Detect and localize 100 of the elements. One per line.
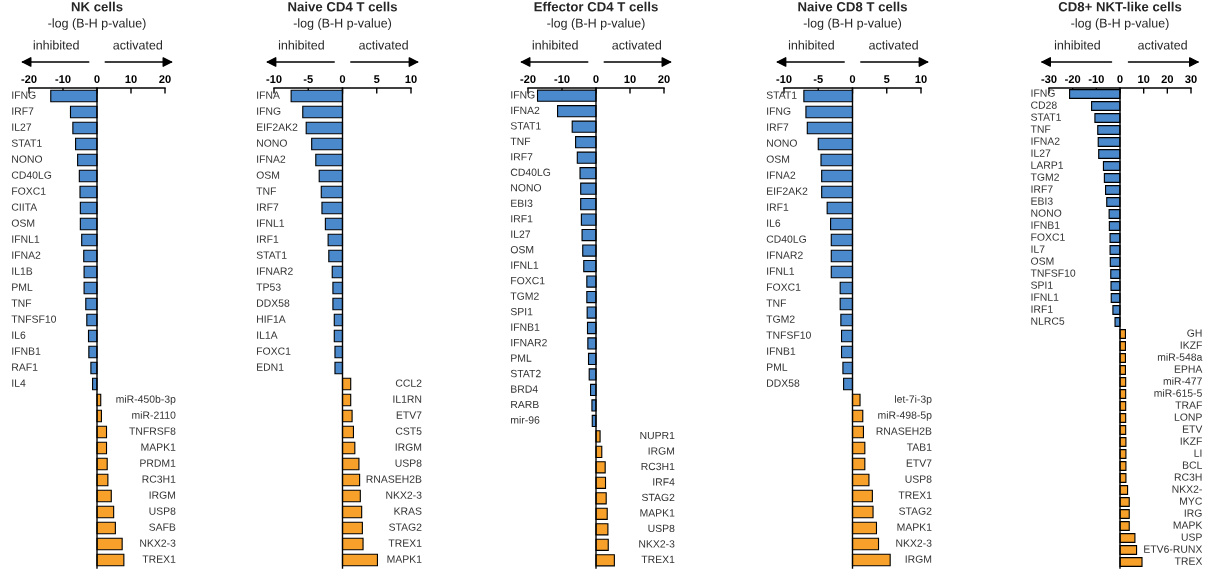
y-tick-label: TREX1 <box>641 555 675 563</box>
text: activated <box>1138 40 1187 50</box>
y-tick-label: FOXC1 <box>1031 233 1065 241</box>
y-tick-label: NLRC5 <box>1031 317 1065 325</box>
y-tick-label: IL4 <box>12 379 26 387</box>
y-tick-label: IRGM <box>395 443 422 451</box>
x-tick-label: 20 <box>658 75 670 84</box>
y-tick-label: IRGM <box>149 491 176 499</box>
text: activated <box>359 40 408 50</box>
x-tick-label: -30 <box>1041 75 1057 84</box>
y-tick-label: OSM <box>11 219 35 227</box>
y-tick-label: IRF7 <box>1031 185 1053 193</box>
y-tick-label: OSM <box>1031 257 1054 265</box>
y-tick-label: miR-615-5 <box>1154 389 1202 397</box>
y-tick-label: TNFRSF8 <box>129 427 176 435</box>
y-tick-label: NKX2-3 <box>386 491 422 499</box>
x-tick-label: 30 <box>1185 75 1197 84</box>
y-tick-label: NONO <box>1031 209 1062 217</box>
y-tick-label: miR-498-5p <box>878 411 932 421</box>
y-tick-label: ETV <box>1182 425 1203 433</box>
y-tick-label: ETV6-RUNX <box>1144 545 1203 553</box>
y-tick-label: TGM2 <box>510 292 539 300</box>
y-tick-label: LI <box>1194 449 1202 457</box>
x-tick-label: -10 <box>55 75 71 84</box>
y-tick-label: STAT1 <box>510 122 541 130</box>
y-tick-label: EBI3 <box>1031 197 1053 205</box>
y-tick-label: BCL <box>1182 461 1203 469</box>
y-tick-label: MAPK1 <box>897 523 932 531</box>
x-tick-label: -10 <box>266 75 282 84</box>
y-tick-label: DDX58 <box>257 299 290 307</box>
y-tick-label: IFNA <box>257 91 280 99</box>
y-tick-label: IRF7 <box>511 153 533 161</box>
y-tick-label: EBI3 <box>511 199 533 207</box>
y-tick-label: IRGM <box>648 447 675 455</box>
y-tick-label: MAPK <box>1173 521 1203 529</box>
y-tick-label: IKZF <box>1180 437 1202 445</box>
y-tick-label: NONO <box>12 155 43 163</box>
y-tick-label: IFNG <box>257 107 281 115</box>
y-tick-label: RC3H <box>1174 473 1202 481</box>
y-tick-label: IRG <box>1184 509 1202 517</box>
text: activated <box>113 40 163 50</box>
y-tick-label: FOXC1 <box>767 283 801 291</box>
text: inhibited <box>788 40 834 50</box>
x-tick-label: -20 <box>520 75 536 84</box>
text: inhibited <box>33 40 79 50</box>
y-tick-label: IFNA2 <box>511 106 540 114</box>
y-tick-label: miR-477 <box>1163 377 1202 385</box>
y-tick-label: IFNAR2 <box>257 267 293 275</box>
y-tick-label: MYC <box>1180 497 1202 505</box>
y-tick-label: TNFSF10 <box>11 315 57 323</box>
y-tick-label: LONP <box>1174 413 1202 421</box>
y-tick-label: IL27 <box>1031 149 1051 157</box>
y-tick-label: IRGM <box>905 555 932 563</box>
y-tick-label: IFNL1 <box>12 235 40 243</box>
y-tick-label: CIITA <box>11 203 38 211</box>
y-tick-label: TNFSF10 <box>766 331 811 339</box>
y-tick-label: MAPK1 <box>387 555 422 563</box>
y-tick-label: IRF4 <box>653 478 675 486</box>
y-tick-label: EIF2AK2 <box>257 123 298 131</box>
y-tick-label: RNASEH2B <box>366 475 422 483</box>
y-tick-label: NONO <box>511 184 542 192</box>
y-tick-label: TNF <box>256 187 277 195</box>
x-tick-label: 0 <box>849 75 856 84</box>
y-tick-label: STAG2 <box>641 493 675 502</box>
y-tick-label: IL6 <box>12 331 26 339</box>
y-tick-label: OSM <box>766 155 790 163</box>
y-tick-label: EPHA <box>1174 365 1203 373</box>
y-tick-label: ETV7 <box>396 411 422 419</box>
y-tick-label: OSM <box>510 246 534 254</box>
text: inhibited <box>278 40 324 50</box>
y-tick-label: IL1A <box>257 331 278 339</box>
y-tick-label: PRDM1 <box>140 459 176 467</box>
x-tick-label: -5 <box>813 75 823 84</box>
x-tick-label: 20 <box>1161 75 1174 84</box>
x-tick-label: 10 <box>915 75 927 84</box>
y-tick-label: STAT1 <box>11 139 42 147</box>
y-tick-label: SPI1 <box>510 307 533 316</box>
x-tick-label: 5 <box>884 75 890 84</box>
y-tick-label: CD40LG <box>11 171 52 179</box>
x-tick-label: -20 <box>21 75 37 84</box>
y-tick-label: USP8 <box>395 459 422 467</box>
y-tick-label: IFNA2 <box>257 155 286 163</box>
x-tick-label: -10 <box>1088 75 1104 84</box>
y-tick-label: IFNB1 <box>511 323 540 331</box>
y-tick-label: IL7 <box>1031 245 1045 253</box>
y-tick-label: STAG2 <box>899 507 932 515</box>
x-tick-label: -5 <box>303 75 313 84</box>
y-tick-label: RC3H1 <box>142 475 176 483</box>
y-tick-label: TGM2 <box>766 315 795 323</box>
y-tick-label: IL27 <box>511 230 531 238</box>
y-tick-label: IFNL1 <box>1031 293 1059 301</box>
y-tick-label: STAT1 <box>1031 113 1061 121</box>
y-tick-label: FOXC1 <box>257 347 291 355</box>
y-tick-label: IFNAR2 <box>767 251 803 259</box>
y-tick-label: IRF1 <box>511 215 533 223</box>
y-tick-label: EDN1 <box>257 363 284 371</box>
chart-title: Effector CD4 T cells <box>534 1 658 12</box>
y-tick-label: NKX2-3 <box>639 540 675 548</box>
x-axis-title: -log (B-H p-value) <box>803 18 902 30</box>
y-tick-label: IL27 <box>12 123 32 131</box>
